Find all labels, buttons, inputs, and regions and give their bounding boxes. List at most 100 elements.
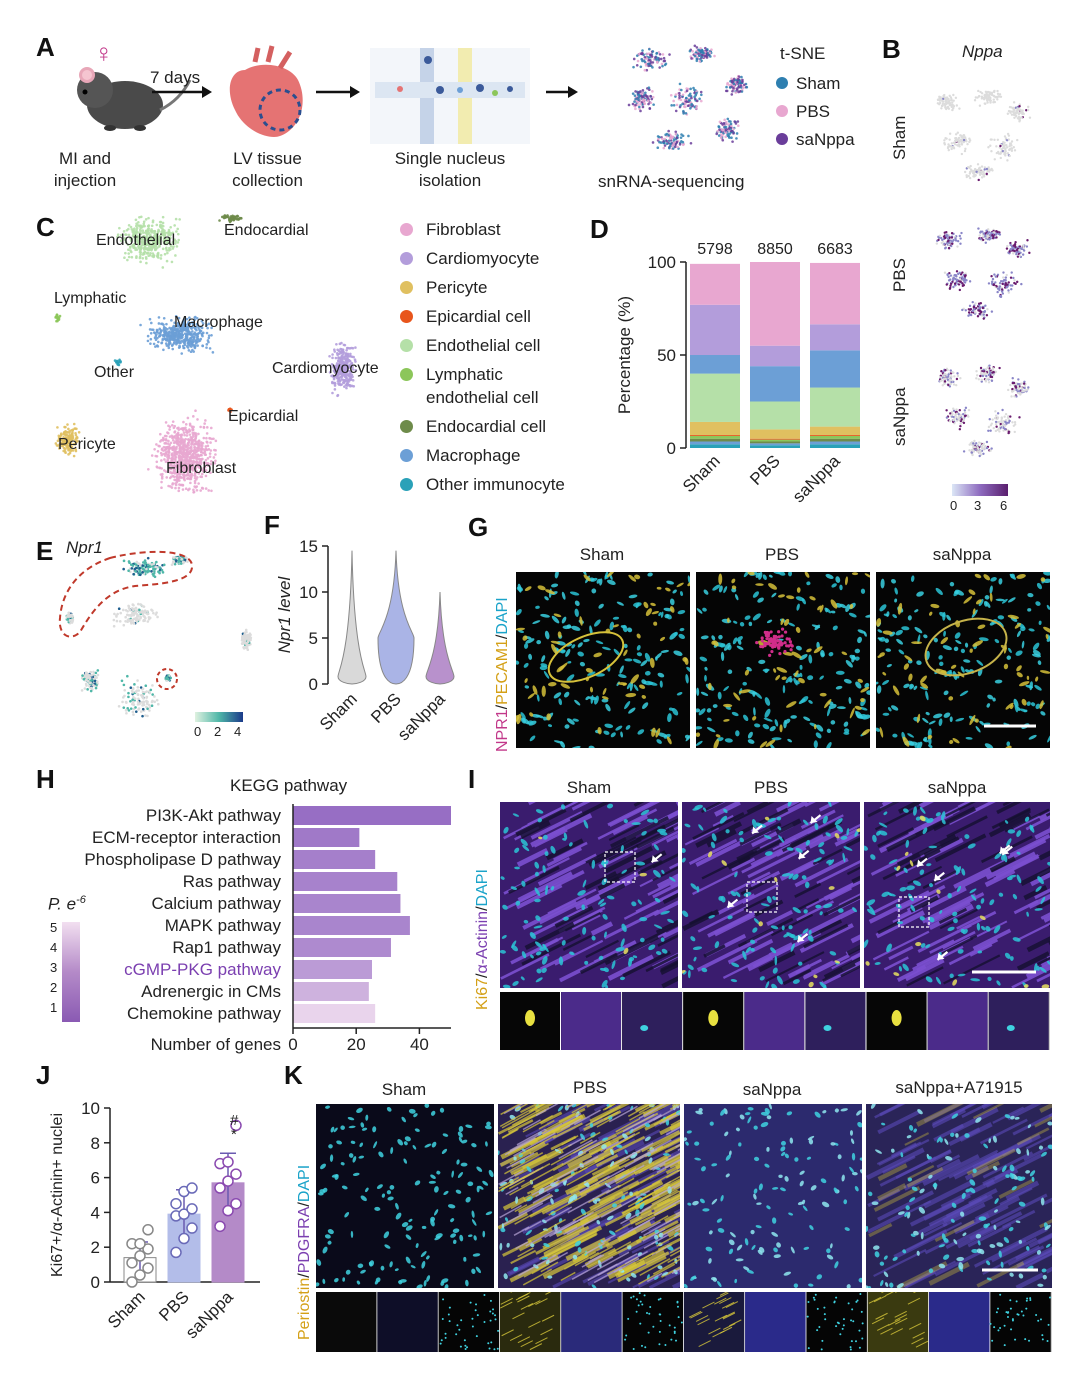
d-bar-segment bbox=[750, 438, 800, 440]
d-ytick: 100 bbox=[648, 253, 676, 272]
d-bar-segment bbox=[750, 443, 800, 446]
g-image-sham bbox=[516, 572, 690, 748]
k-col-sanppa: saNppa bbox=[742, 1080, 802, 1099]
i-image-sanppa bbox=[864, 802, 1050, 988]
j-point bbox=[178, 1208, 190, 1220]
d-count: 6683 bbox=[817, 241, 853, 258]
h-category: Calcium pathway bbox=[152, 894, 282, 913]
npr1-scale-4: 4 bbox=[234, 724, 242, 739]
npr1-scale-0: 0 bbox=[194, 724, 202, 739]
j-point bbox=[230, 1168, 242, 1180]
d-bar-segment bbox=[810, 387, 860, 427]
d-bar-segment bbox=[810, 434, 860, 436]
step-label-2: LV tissue collection bbox=[232, 149, 303, 190]
panel-label-c: C bbox=[36, 212, 55, 242]
j-point bbox=[222, 1156, 234, 1168]
cluster-label: Cardiomyocyte bbox=[272, 360, 379, 377]
h-category: PI3K-Akt pathway bbox=[146, 806, 282, 825]
h-bar bbox=[293, 828, 360, 847]
female-icon: ♀ bbox=[94, 38, 114, 68]
k-image-sanppa-a71915 bbox=[866, 1104, 1052, 1288]
j-ytick: 4 bbox=[91, 1203, 100, 1222]
j-point bbox=[134, 1269, 146, 1281]
pval-legend-title: P. e-6 bbox=[48, 894, 86, 914]
h-bar bbox=[293, 938, 391, 957]
g-stain-label: NPR1/PECAM1/DAPI bbox=[494, 597, 511, 752]
f-xtick: Sham bbox=[316, 689, 361, 734]
j-point bbox=[214, 1220, 226, 1233]
cluster-label: Epicardial bbox=[228, 408, 299, 425]
d-bar-segment bbox=[750, 445, 800, 448]
f-violin bbox=[337, 550, 367, 685]
f-ylabel: Npr1 level bbox=[275, 576, 294, 654]
panel-label-f: F bbox=[264, 510, 280, 540]
nppa-scale-6: 6 bbox=[1000, 498, 1008, 513]
i-image-sham bbox=[500, 802, 678, 988]
cell-type-legend-item: Fibroblast bbox=[400, 218, 501, 241]
j-point bbox=[126, 1257, 138, 1269]
panel-label-a: A bbox=[36, 32, 55, 62]
cluster-label: Endocardial bbox=[224, 222, 309, 239]
panel-label-d: D bbox=[590, 214, 609, 244]
j-point bbox=[134, 1250, 146, 1262]
nppa-feature-plots bbox=[935, 89, 1032, 458]
f-ytick: 5 bbox=[309, 629, 318, 648]
d-bar-segment bbox=[810, 426, 860, 435]
d-count: 5798 bbox=[697, 241, 733, 258]
j-point bbox=[134, 1237, 146, 1250]
step-label-4: snRNA-sequencing bbox=[598, 172, 745, 191]
d-ytick: 0 bbox=[667, 439, 676, 458]
f-violin bbox=[377, 550, 415, 685]
d-bar-segment bbox=[810, 262, 860, 325]
j-point bbox=[230, 1119, 242, 1132]
step-label-1: MI and injection bbox=[53, 149, 117, 190]
cell-type-legend-item: Endocardial cell bbox=[400, 415, 546, 438]
h-category: Adrenergic in CMs bbox=[141, 982, 281, 1001]
pval-tick-4: 4 bbox=[50, 940, 58, 955]
f-xtick: saNppa bbox=[394, 689, 449, 744]
d-bar-segment bbox=[810, 444, 860, 448]
j-ytick: 10 bbox=[81, 1099, 100, 1118]
cluster-label: Other bbox=[94, 364, 135, 381]
panel-label-i: I bbox=[468, 764, 476, 794]
d-bar-segment bbox=[750, 439, 800, 442]
d-bar-segment bbox=[690, 434, 740, 436]
h-category: MAPK pathway bbox=[165, 916, 282, 935]
cell-type-legend-item: Other immunocyte bbox=[400, 473, 565, 496]
tsne-legend-item: PBS bbox=[776, 102, 830, 122]
h-xtick: 40 bbox=[410, 1035, 429, 1054]
j-point bbox=[170, 1197, 182, 1210]
j-point bbox=[214, 1182, 226, 1194]
k-stain-label: Periostin/PDGFRA/DAPI bbox=[296, 1164, 313, 1340]
g-col-sham: Sham bbox=[579, 545, 625, 564]
d-bar-segment bbox=[690, 373, 740, 422]
arrow-label: 7 days bbox=[150, 68, 201, 87]
k-image-sanppa bbox=[684, 1104, 862, 1288]
h-category: Rap1 pathway bbox=[172, 938, 281, 957]
h-category: Phospholipase D pathway bbox=[84, 850, 281, 869]
h-bar bbox=[293, 850, 376, 869]
d-bar-segment bbox=[750, 429, 800, 439]
d-xtick: PBS bbox=[746, 451, 783, 488]
cell-type-legend-item: Lymphatic endothelial cell bbox=[400, 363, 538, 409]
k-col-pbs: PBS bbox=[572, 1078, 608, 1097]
k-col-sham: Sham bbox=[381, 1080, 427, 1099]
f-ytick: 15 bbox=[299, 537, 318, 556]
h-bar bbox=[293, 982, 369, 1001]
i-col-sanppa: saNppa bbox=[927, 778, 987, 797]
i-zoom-strip bbox=[500, 992, 1050, 1050]
k-col-sanppa-a71915: saNppa+A71915 bbox=[895, 1078, 1023, 1097]
d-bar-segment bbox=[690, 304, 740, 355]
i-col-sham: Sham bbox=[566, 778, 612, 797]
j-xtick: PBS bbox=[155, 1287, 192, 1324]
f-ytick: 0 bbox=[309, 675, 318, 694]
j-point bbox=[142, 1224, 154, 1236]
f-xtick: PBS bbox=[367, 689, 404, 726]
mouse-icon bbox=[77, 67, 192, 131]
d-bar-segment bbox=[810, 438, 860, 442]
cluster-label: Lymphatic bbox=[54, 290, 127, 307]
d-bar-segment bbox=[750, 441, 800, 444]
h-category: cGMP-PKG pathway bbox=[124, 960, 281, 979]
cell-type-legend-item: Endothelial cell bbox=[400, 334, 540, 357]
